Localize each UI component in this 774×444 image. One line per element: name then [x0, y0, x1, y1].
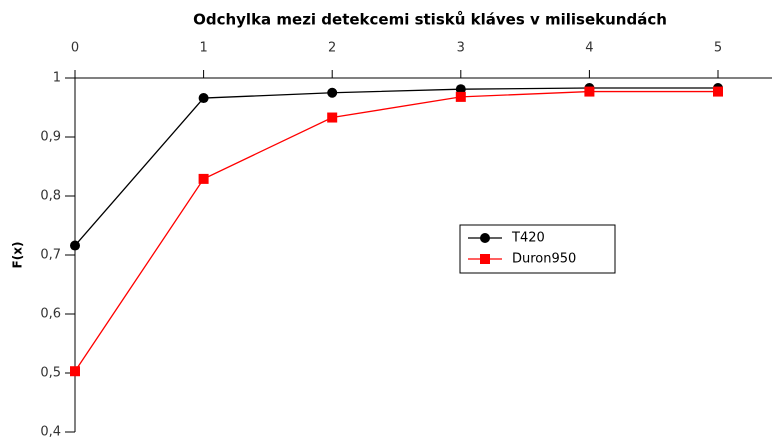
x-tick-label: 0	[71, 41, 79, 56]
y-tick-label: 0,7	[40, 248, 61, 263]
y-tick-label: 0,4	[40, 425, 61, 440]
legend-label: T420	[511, 231, 545, 246]
y-tick-label: 0,8	[40, 189, 61, 204]
point	[70, 366, 80, 377]
point	[455, 84, 466, 95]
x-tick-label: 2	[328, 41, 336, 56]
x-tick-label: 4	[585, 41, 593, 56]
x-tick-label: 5	[714, 41, 722, 56]
legend-marker	[480, 254, 490, 264]
point	[584, 86, 595, 97]
legend-marker	[480, 233, 490, 243]
y-tick-label: 0,9	[40, 130, 61, 145]
y-tick-label: 0,5	[40, 366, 61, 381]
y-tick-label: 0,6	[40, 307, 61, 322]
x-tick-label: 1	[199, 41, 207, 56]
y-tick-label: 1	[53, 71, 61, 86]
series-line	[74, 87, 718, 246]
point	[198, 173, 209, 184]
y-axis-label: F(x)	[11, 242, 25, 269]
chart-title: Odchylka mezi detekcemi stisků kláves v …	[193, 11, 667, 29]
point	[198, 93, 209, 104]
point	[327, 112, 338, 123]
point	[713, 86, 723, 97]
legend-label: Duron950	[512, 252, 576, 267]
legend-box	[459, 224, 616, 274]
point	[70, 240, 80, 251]
point	[455, 91, 466, 102]
series-line	[74, 90, 718, 372]
point	[327, 87, 338, 98]
x-tick-label: 3	[457, 41, 465, 56]
